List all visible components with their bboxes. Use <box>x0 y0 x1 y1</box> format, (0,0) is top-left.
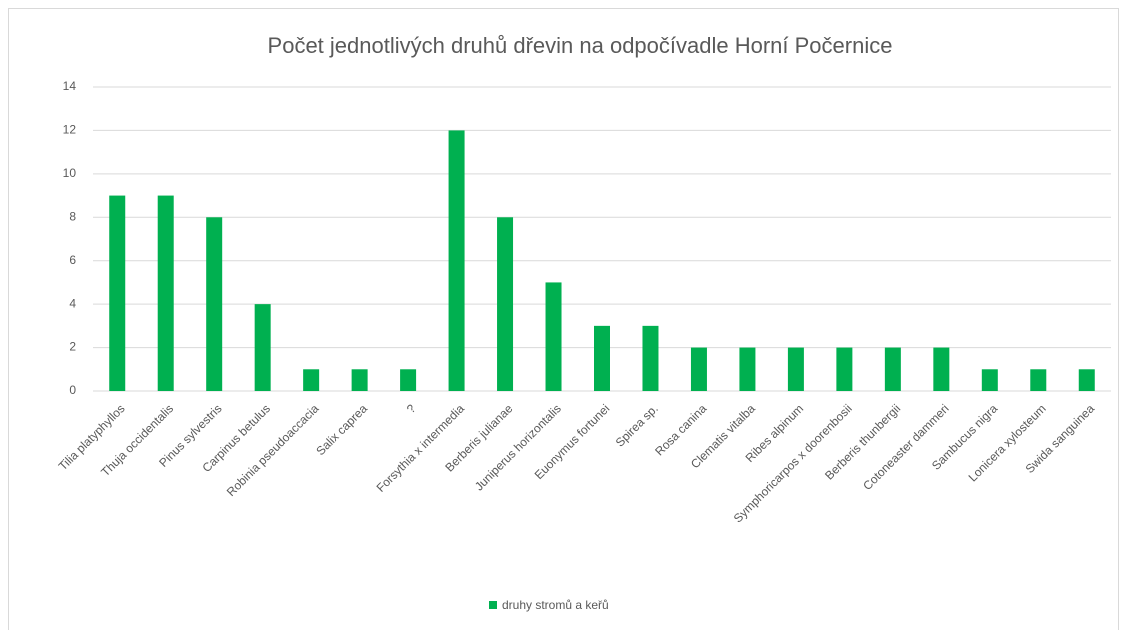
bar <box>448 130 465 391</box>
bar <box>497 217 514 391</box>
bar <box>303 369 320 391</box>
bar <box>157 195 174 391</box>
chart-frame <box>8 8 1119 630</box>
bar <box>1078 369 1095 391</box>
bar <box>206 217 223 391</box>
bar <box>884 347 901 391</box>
y-tick-label: 6 <box>69 253 76 267</box>
bar <box>787 347 804 391</box>
legend-swatch <box>489 601 497 609</box>
bar <box>1030 369 1047 391</box>
bar <box>254 304 271 391</box>
y-tick-label: 12 <box>63 123 77 137</box>
y-tick-label: 0 <box>69 383 76 397</box>
bar <box>351 369 368 391</box>
y-tick-label: 10 <box>63 166 77 180</box>
y-tick-label: 8 <box>69 209 76 223</box>
bar <box>690 347 707 391</box>
y-tick-label: 4 <box>69 296 76 310</box>
y-tick-label: 2 <box>69 340 76 354</box>
chart-title: Počet jednotlivých druhů dřevin na odpoč… <box>268 33 893 58</box>
bar <box>594 325 610 391</box>
bar <box>933 347 950 391</box>
bar <box>545 282 562 391</box>
bar <box>981 369 998 391</box>
bar <box>642 325 659 391</box>
y-tick-label: 14 <box>63 79 77 93</box>
bar <box>109 195 126 391</box>
bar <box>739 347 756 391</box>
bar <box>400 369 417 391</box>
legend-label: druhy stromů a keřů <box>502 598 609 612</box>
bar <box>836 347 853 391</box>
